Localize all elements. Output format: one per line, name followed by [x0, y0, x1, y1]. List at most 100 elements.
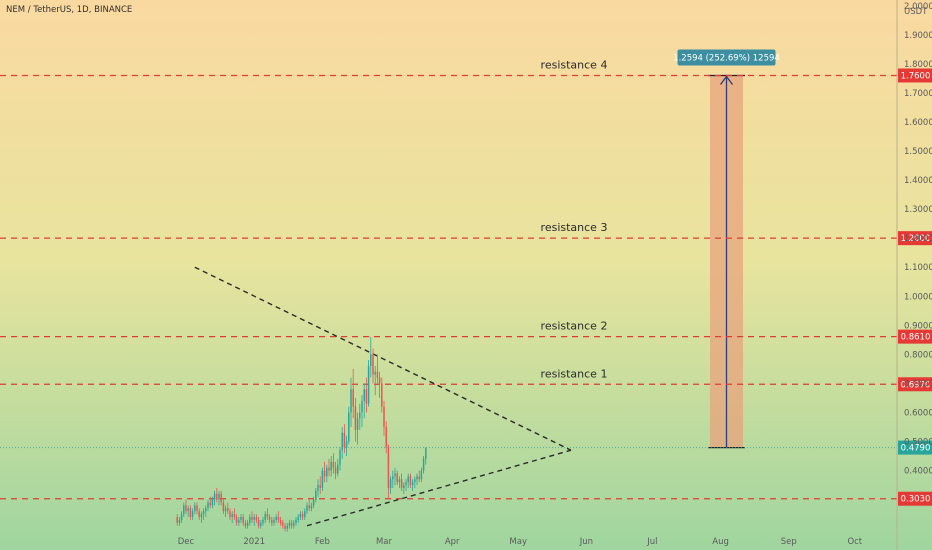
candle-body: [253, 517, 255, 520]
candle-body: [183, 505, 185, 515]
x-tick-label: Jun: [579, 537, 593, 547]
candle-body: [337, 464, 339, 474]
candle-body: [231, 514, 233, 518]
candle-body: [191, 511, 194, 518]
candle-body: [387, 447, 390, 488]
x-tick-label: Aug: [712, 537, 729, 547]
projection-arrow-head: [719, 75, 734, 85]
y-tick-label: 1.4000: [904, 176, 932, 186]
candle-body: [233, 514, 236, 518]
candle-body: [330, 461, 332, 471]
candle-body: [372, 354, 374, 375]
candle-body: [277, 517, 280, 520]
candle-body: [350, 389, 352, 413]
level-price-badge: [898, 68, 932, 83]
candle-body: [218, 493, 220, 500]
candle-body: [414, 479, 416, 483]
candle-body: [205, 508, 207, 512]
y-tick-label: 1.9000: [904, 31, 932, 41]
level-price-label: 0.8610: [901, 333, 931, 343]
candle-body: [257, 519, 260, 526]
candle-body: [363, 389, 365, 401]
y-tick-label: 1.5000: [904, 147, 932, 157]
x-tick-label: Jul: [646, 537, 657, 547]
candle-body: [268, 517, 271, 520]
last-price-label: 0.4790: [901, 444, 931, 454]
y-tick-label: 0.5000: [904, 438, 932, 448]
candle-body: [251, 517, 253, 520]
trendline: [194, 266, 572, 451]
candle-body: [180, 514, 183, 520]
y-tick-label: 2.0000: [904, 2, 932, 12]
candle-body: [425, 447, 427, 459]
candle-body: [290, 522, 293, 526]
candle-body: [273, 519, 275, 523]
candle-body: [319, 485, 321, 488]
x-tick-label: 2021: [243, 537, 265, 547]
candle-body: [354, 406, 357, 430]
y-tick-label: 0.7000: [904, 379, 932, 389]
candle-body: [222, 502, 225, 512]
y-tick-label: 0.9000: [904, 321, 932, 331]
candle-body: [341, 432, 343, 451]
x-tick-label: Apr: [445, 537, 460, 547]
x-tick-label: Feb: [315, 537, 330, 547]
candle-body: [266, 514, 269, 518]
candle-body: [178, 519, 181, 523]
candle-body: [306, 505, 308, 512]
candle-body: [202, 511, 205, 515]
chart-title: NEM / TetherUS, 1D, BINANCE: [6, 5, 132, 15]
candle-body: [185, 505, 187, 512]
y-tick-label: 1.0000: [904, 292, 932, 302]
candle-body: [220, 493, 222, 503]
x-tick-label: May: [509, 537, 527, 547]
candle-body: [418, 476, 420, 480]
candle-body: [374, 371, 376, 375]
y-tick-label: 1.1000: [904, 263, 932, 273]
candle-body: [216, 493, 218, 500]
candle-body: [187, 508, 189, 512]
candle-body: [262, 519, 264, 523]
resistance-label: resistance 4: [541, 58, 608, 71]
candle-body: [370, 354, 372, 366]
candle-body: [403, 485, 405, 488]
y-tick-label: 1.3000: [904, 205, 932, 215]
candle-body: [352, 389, 354, 407]
candle-body: [295, 519, 297, 523]
resistance-label: resistance 2: [541, 320, 608, 333]
candle-body: [282, 522, 284, 526]
candle-body: [398, 479, 401, 483]
y-tick-label: 1.8000: [904, 60, 932, 70]
candle-body: [328, 467, 330, 471]
candle-body: [345, 441, 348, 448]
x-tick-label: Mar: [376, 537, 393, 547]
y-tick-label: 1.6000: [904, 118, 932, 128]
candle-body: [242, 517, 244, 523]
candle-body: [293, 522, 295, 526]
candle-body: [359, 412, 361, 419]
candle-body: [356, 418, 359, 430]
level-price-label: 1.2000: [901, 234, 931, 244]
y-tick-label: 0.8000: [904, 350, 932, 360]
candle-body: [198, 511, 200, 518]
candle-body: [385, 426, 387, 448]
candle-body: [304, 511, 306, 518]
candle-body: [213, 493, 216, 500]
candle-body: [376, 371, 379, 378]
trendline: [306, 449, 572, 527]
candle-body: [224, 508, 227, 512]
currency-label: USDT: [904, 7, 928, 17]
projection-badge: [677, 49, 776, 66]
candle-body: [284, 525, 286, 529]
candle-body: [229, 511, 231, 518]
candle-body: [343, 432, 346, 448]
resistance-label: resistance 3: [541, 221, 608, 234]
candle-body: [411, 482, 414, 486]
level-price-badge: [898, 231, 932, 246]
candle-body: [194, 505, 196, 512]
candle-body: [240, 517, 242, 520]
candle-body: [392, 476, 394, 480]
candle-body: [389, 479, 392, 488]
